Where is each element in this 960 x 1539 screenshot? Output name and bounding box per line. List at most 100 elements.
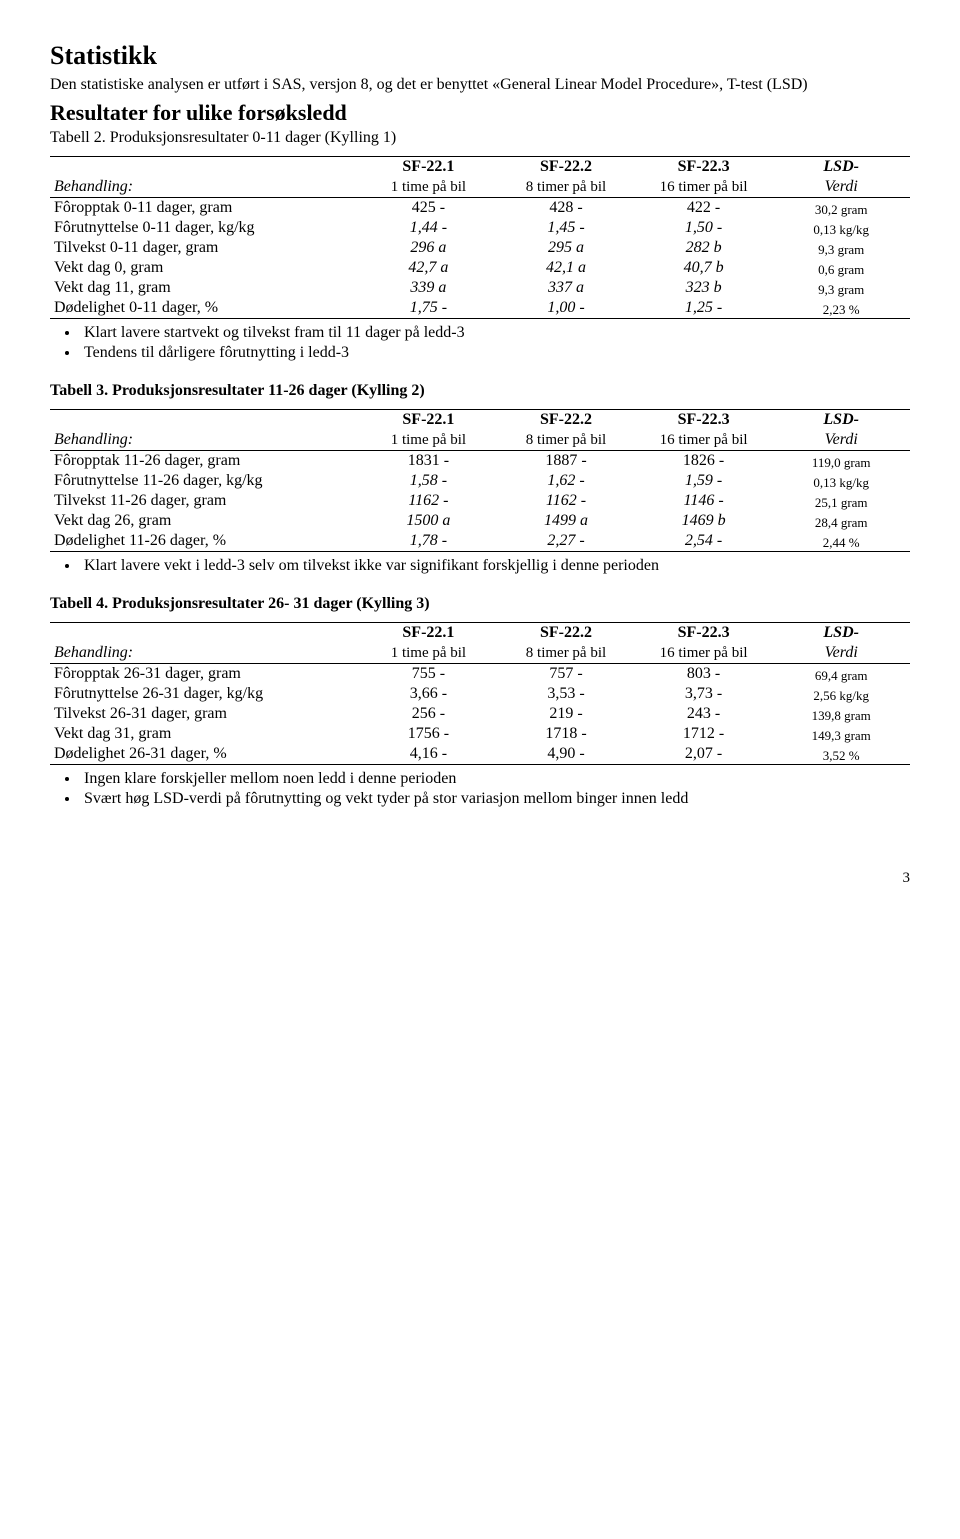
col-sf1: SF-22.1 — [360, 157, 498, 178]
row-lsd: 119,0 gram — [772, 451, 910, 472]
row-value: 40,7 b — [635, 258, 773, 278]
row-value: 755 - — [360, 664, 498, 685]
row-label: Fôropptak 11-26 dager, gram — [50, 451, 360, 472]
row-lsd: 25,1 gram — [772, 491, 910, 511]
row-value: 2,07 - — [635, 744, 773, 765]
row-value: 428 - — [497, 198, 635, 219]
row-value: 3,53 - — [497, 684, 635, 704]
intro-paragraph: Den statistiske analysen er utført i SAS… — [50, 75, 910, 95]
row-label: Fôropptak 26-31 dager, gram — [50, 664, 360, 685]
row-value: 422 - — [635, 198, 773, 219]
row-value: 42,7 a — [360, 258, 498, 278]
row-value: 295 a — [497, 238, 635, 258]
col-sub3: 16 timer på bil — [635, 177, 773, 198]
row-lsd: 30,2 gram — [772, 198, 910, 219]
row-value: 1756 - — [360, 724, 498, 744]
row-value: 1162 - — [497, 491, 635, 511]
table3-body: Fôropptak 11-26 dager, gram1831 -1887 -1… — [50, 451, 910, 552]
row-label: Vekt dag 31, gram — [50, 724, 360, 744]
bullet-item: Svært høg LSD-verdi på fôrutnytting og v… — [80, 789, 910, 809]
table2-caption: Tabell 2. Produksjonsresultater 0-11 dag… — [50, 128, 910, 148]
bullet-item: Ingen klare forskjeller mellom noen ledd… — [80, 769, 910, 789]
row-value: 1469 b — [635, 511, 773, 531]
row-value: 296 a — [360, 238, 498, 258]
row-label: Fôropptak 0-11 dager, gram — [50, 198, 360, 219]
row-value: 2,54 - — [635, 531, 773, 552]
row-value: 1,58 - — [360, 471, 498, 491]
row-value: 1,45 - — [497, 218, 635, 238]
row-value: 1,25 - — [635, 298, 773, 319]
row-label: Fôrutnyttelse 0-11 dager, kg/kg — [50, 218, 360, 238]
table4-caption: Tabell 4. Produksjonsresultater 26- 31 d… — [50, 594, 910, 614]
row-label: Vekt dag 11, gram — [50, 278, 360, 298]
row-value: 4,16 - — [360, 744, 498, 765]
row-value: 1,44 - — [360, 218, 498, 238]
row-label: Fôrutnyttelse 11-26 dager, kg/kg — [50, 471, 360, 491]
row-value: 803 - — [635, 664, 773, 685]
row-value: 1,62 - — [497, 471, 635, 491]
row-value: 1887 - — [497, 451, 635, 472]
table3: SF-22.1 SF-22.2 SF-22.3 LSD- Behandling:… — [50, 409, 910, 552]
row-value: 1499 a — [497, 511, 635, 531]
row-value: 219 - — [497, 704, 635, 724]
row-label: Tilvekst 26-31 dager, gram — [50, 704, 360, 724]
row-value: 282 b — [635, 238, 773, 258]
row-label: Tilvekst 11-26 dager, gram — [50, 491, 360, 511]
table2: SF-22.1 SF-22.2 SF-22.3 LSD- Behandling:… — [50, 156, 910, 319]
row-value: 1146 - — [635, 491, 773, 511]
row-value: 3,66 - — [360, 684, 498, 704]
row-lsd: 9,3 gram — [772, 278, 910, 298]
row-label: Dødelighet 0-11 dager, % — [50, 298, 360, 319]
row-value: 3,73 - — [635, 684, 773, 704]
col-sf2: SF-22.2 — [497, 157, 635, 178]
row-value: 339 a — [360, 278, 498, 298]
row-lsd: 3,52 % — [772, 744, 910, 765]
heading-results: Resultater for ulike forsøksledd — [50, 99, 910, 127]
row-value: 757 - — [497, 664, 635, 685]
row-value: 1,78 - — [360, 531, 498, 552]
col-lsd: LSD- — [772, 157, 910, 178]
bullet-item: Klart lavere startvekt og tilvekst fram … — [80, 323, 910, 343]
row-value: 243 - — [635, 704, 773, 724]
bullet-item: Tendens til dårligere fôrutnytting i led… — [80, 343, 910, 363]
row-label: Dødelighet 11-26 dager, % — [50, 531, 360, 552]
row-lsd: 2,44 % — [772, 531, 910, 552]
row-value: 1,75 - — [360, 298, 498, 319]
row-value: 323 b — [635, 278, 773, 298]
row-lsd: 0,6 gram — [772, 258, 910, 278]
row-value: 1,50 - — [635, 218, 773, 238]
row-value: 1712 - — [635, 724, 773, 744]
bullet-item: Klart lavere vekt i ledd-3 selv om tilve… — [80, 556, 910, 576]
row-value: 425 - — [360, 198, 498, 219]
row-value: 1162 - — [360, 491, 498, 511]
col-sub2: 8 timer på bil — [497, 177, 635, 198]
row-value: 1,59 - — [635, 471, 773, 491]
table4: SF-22.1 SF-22.2 SF-22.3 LSD- Behandling:… — [50, 622, 910, 765]
row-lsd: 149,3 gram — [772, 724, 910, 744]
row-value: 4,90 - — [497, 744, 635, 765]
row-label: Fôrutnyttelse 26-31 dager, kg/kg — [50, 684, 360, 704]
row-value: 1826 - — [635, 451, 773, 472]
row-lsd: 2,23 % — [772, 298, 910, 319]
row-lsd: 9,3 gram — [772, 238, 910, 258]
row-value: 1,00 - — [497, 298, 635, 319]
table4-body: Fôropptak 26-31 dager, gram755 -757 -803… — [50, 664, 910, 765]
row-lsd: 69,4 gram — [772, 664, 910, 685]
table4-bullets: Ingen klare forskjeller mellom noen ledd… — [50, 769, 910, 809]
row-lsd: 139,8 gram — [772, 704, 910, 724]
row-value: 1831 - — [360, 451, 498, 472]
row-lsd: 0,13 kg/kg — [772, 471, 910, 491]
col-behandling: Behandling: — [50, 177, 360, 198]
row-lsd: 2,56 kg/kg — [772, 684, 910, 704]
row-label: Vekt dag 26, gram — [50, 511, 360, 531]
col-verdi: Verdi — [772, 177, 910, 198]
table2-body: Fôropptak 0-11 dager, gram425 -428 -422 … — [50, 198, 910, 319]
row-value: 337 a — [497, 278, 635, 298]
row-value: 1500 a — [360, 511, 498, 531]
table3-bullets: Klart lavere vekt i ledd-3 selv om tilve… — [50, 556, 910, 576]
row-value: 1718 - — [497, 724, 635, 744]
row-value: 2,27 - — [497, 531, 635, 552]
page-number: 3 — [50, 869, 910, 888]
row-label: Vekt dag 0, gram — [50, 258, 360, 278]
col-sub1: 1 time på bil — [360, 177, 498, 198]
